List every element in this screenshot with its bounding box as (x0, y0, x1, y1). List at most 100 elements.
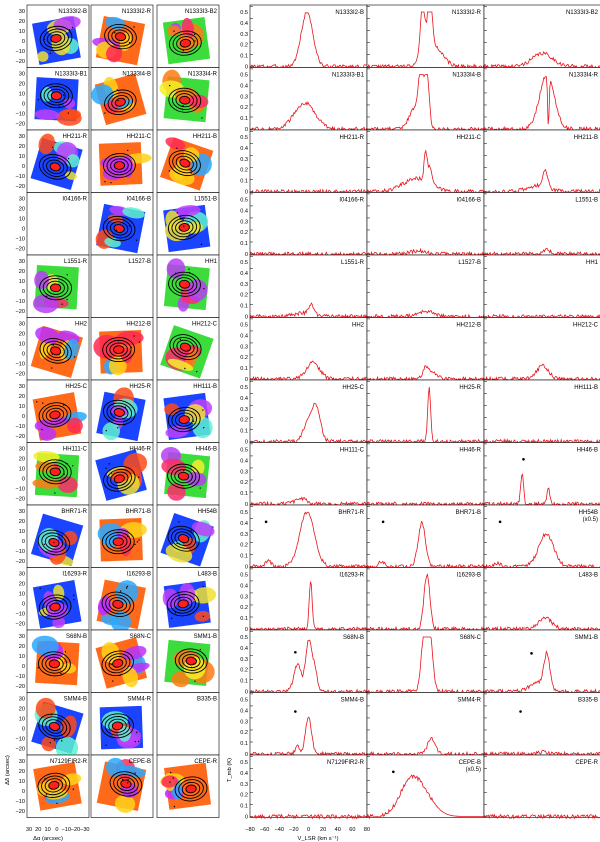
spectrum-ytick: 0.5 (240, 573, 248, 579)
map-ytick: 10 (19, 154, 25, 160)
spectrum-panel: N1333I2-R (366, 4, 485, 70)
intensity-map (31, 635, 80, 686)
spectrum-ytick: 0.5 (240, 135, 248, 141)
beam-marker (108, 463, 111, 465)
spectrum-panel: SMM4-B 0 0.1 0.2 0.3 0.4 0.5 (240, 692, 368, 758)
map-ytick: 10 (19, 92, 25, 98)
spec-xlabel: V_LSR (km s⁻¹) (297, 836, 338, 842)
map-blob (122, 666, 139, 688)
spectrum-label: HH1 (586, 260, 599, 266)
contour (178, 223, 190, 232)
map-label: I16293-B (127, 572, 151, 578)
spectrum-ytick: 0.2 (240, 605, 248, 611)
map-panel: SMM4-B 30 20 10 0 −10 −20 (16, 692, 90, 760)
contour (48, 659, 61, 669)
spectrum-ytick: 0.1 (240, 554, 248, 560)
beam-marker (135, 239, 138, 241)
map-ytick: 0 (22, 352, 25, 358)
map-blob (39, 427, 57, 441)
beam-marker (117, 99, 119, 102)
map-ytick: 30 (19, 697, 25, 703)
map-panel: BHR71-B (90, 504, 154, 568)
spectrum-line (366, 773, 484, 820)
spectrum-label: HH212-B (456, 323, 481, 329)
map-ytick: −20 (16, 434, 26, 440)
map-blob (106, 45, 123, 63)
beam-marker (173, 30, 175, 32)
beam-marker (194, 40, 196, 42)
contour (50, 34, 62, 43)
map-blob (61, 108, 81, 120)
contour (37, 529, 71, 556)
intensity-map (32, 580, 82, 629)
map-ytick: −10 (16, 362, 26, 368)
beam-marker (196, 370, 198, 373)
map-ytick: 0 (22, 602, 25, 608)
spectrum-ytick: 0.4 (240, 708, 248, 714)
intensity-map (30, 513, 84, 566)
map-blob (62, 530, 78, 546)
beam-marker (123, 424, 126, 426)
beam-marker (203, 288, 205, 290)
map-ytick: 0 (22, 539, 25, 545)
spectrum-label: I16293-R (339, 573, 364, 579)
contour (170, 466, 197, 486)
contour (38, 594, 72, 620)
beam-marker (190, 465, 193, 468)
spectrum-line (483, 76, 600, 133)
map-ytick: 20 (19, 519, 25, 525)
map-frame (26, 192, 90, 256)
beam-marker (179, 338, 182, 341)
beam-marker (168, 84, 171, 87)
spectrum-panel: HH212-C (483, 317, 600, 383)
spectrum-line (366, 74, 484, 132)
beam-marker (194, 33, 196, 36)
map-label: N1333I2-B (58, 9, 87, 15)
spectrum-label: CEPE-B (459, 760, 481, 766)
map-frame (156, 692, 220, 756)
beam-marker (128, 41, 131, 44)
contour (111, 29, 130, 44)
spectrum-ytick: 0.3 (240, 719, 248, 725)
contour (42, 597, 68, 617)
spectrum-xtick: −40 (275, 827, 285, 833)
spectrum-line (366, 365, 485, 383)
spectrum-line (483, 813, 600, 820)
contour (166, 591, 200, 617)
contour (37, 651, 71, 677)
contour (179, 158, 191, 168)
spectrum-frame (366, 629, 485, 693)
spec-ylabel: T_mb (K) (227, 758, 233, 782)
contour (175, 277, 194, 292)
spectrum-label: L1551-R (341, 260, 365, 266)
spectrum-label: HH46-R (459, 448, 481, 454)
spectrum-ytick: 0.3 (240, 407, 248, 413)
map-ytick: −10 (16, 112, 26, 118)
beam-marker (56, 802, 58, 805)
map-panel: N7129FIR2-R 30 20 10 0 −10 −20 (16, 754, 90, 818)
contour (172, 33, 199, 54)
beam-marker (202, 585, 204, 588)
map-label: N1333I2-R (122, 9, 152, 15)
map-blob (60, 715, 77, 738)
map-blob (122, 645, 147, 661)
map-ytick: 0 (22, 477, 25, 483)
beam-marker (188, 268, 190, 270)
map-blob (101, 642, 120, 664)
spectrum-ytick: 0.4 (240, 146, 248, 152)
map-ytick: 10 (19, 279, 25, 285)
map-blob (194, 611, 211, 622)
spectrum-ytick: 0.2 (240, 480, 248, 486)
spectrum-ytick: 0.3 (240, 94, 248, 100)
spectrum-frame (249, 692, 368, 756)
beam-marker (169, 781, 171, 783)
spectrum-panel: HH46-R (366, 442, 485, 507)
contour (46, 280, 65, 295)
spectrum-line (249, 188, 367, 195)
spectrum-ytick: 0.3 (240, 157, 248, 163)
beam-marker (176, 345, 178, 347)
contour (112, 658, 124, 668)
map-ytick: 10 (19, 404, 25, 410)
spectrum-frame (366, 129, 485, 193)
